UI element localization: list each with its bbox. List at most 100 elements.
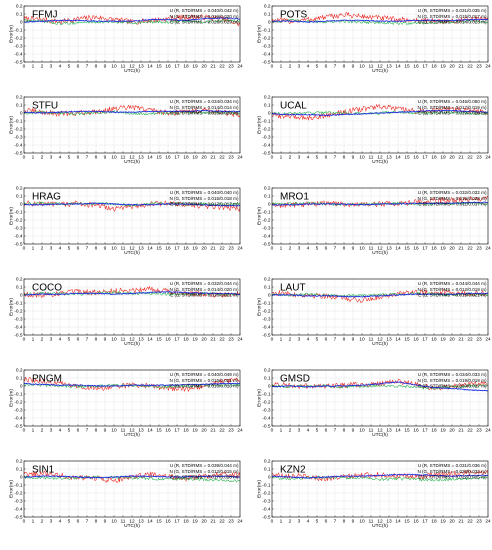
x-tick-label: 11 bbox=[369, 336, 374, 342]
x-tick-label: 2 bbox=[289, 245, 292, 251]
series-n-line bbox=[271, 475, 489, 482]
stats-text: N (G, STD/RMS = 0.019/0.020 m) bbox=[169, 14, 239, 19]
y-tick-label: 0.1 bbox=[264, 467, 271, 473]
stats-text: N (G, STD/RMS = 0.012/0.019 m) bbox=[417, 287, 487, 292]
y-tick-label: 0.1 bbox=[264, 285, 271, 291]
y-tick-label: -0.5 bbox=[14, 424, 23, 430]
y-tick-label: 0 bbox=[20, 475, 23, 481]
y-tick-label: 0.1 bbox=[264, 194, 271, 200]
x-tick-label: 22 bbox=[467, 154, 473, 160]
x-tick-label: 13 bbox=[138, 245, 144, 251]
x-tick-label: 17 bbox=[422, 427, 428, 433]
series-u-line bbox=[271, 289, 489, 303]
x-tick-label: 19 bbox=[192, 154, 198, 160]
x-tick-label: 2 bbox=[41, 336, 44, 342]
x-tick-label: 4 bbox=[307, 427, 310, 433]
x-tick-label: 13 bbox=[138, 336, 144, 342]
x-tick-label: 15 bbox=[156, 154, 162, 160]
x-tick-label: 16 bbox=[165, 245, 171, 251]
x-tick-label: 21 bbox=[458, 63, 464, 69]
y-tick-label: 0 bbox=[268, 384, 271, 390]
y-tick-label: 0.2 bbox=[16, 95, 23, 101]
x-tick-label: 17 bbox=[422, 63, 428, 69]
x-tick-label: 9 bbox=[352, 427, 355, 433]
x-tick-label: 21 bbox=[458, 427, 464, 433]
station-name: POTS bbox=[280, 10, 308, 21]
stats-text: N (G, STD/RMS = 0.026/0.032 m) bbox=[417, 469, 487, 474]
x-tick-label: 24 bbox=[237, 154, 243, 160]
x-tick-label: 18 bbox=[431, 336, 437, 342]
y-tick-label: -0.5 bbox=[14, 515, 23, 521]
y-axis-label: Error(m) bbox=[257, 25, 263, 43]
x-tick-label: 6 bbox=[325, 245, 328, 251]
x-tick-label: 0 bbox=[271, 154, 274, 160]
panel-ffmj: 0 1 2 3 4 5 6 7 8 9 10 11 12 13 14 15 16 17 18 19 20 21 22 23 24… bbox=[9, 4, 243, 75]
x-tick-label: 11 bbox=[369, 518, 374, 524]
x-tick-label: 23 bbox=[476, 518, 482, 524]
x-tick-label: 19 bbox=[440, 63, 446, 69]
stats-text: N (G, STD/RMS = 0.015/0.028 m) bbox=[417, 196, 487, 201]
x-tick-label: 2 bbox=[289, 154, 292, 160]
station-name: MRO1 bbox=[280, 192, 309, 203]
x-tick-label: 17 bbox=[174, 427, 180, 433]
x-tick-label: 6 bbox=[325, 154, 328, 160]
x-tick-label: 18 bbox=[183, 245, 189, 251]
stats-text: U (R, STD/RMS = 0.040/0.049 m) bbox=[170, 372, 239, 377]
y-tick-label: -0.5 bbox=[262, 424, 271, 430]
station-name: LAUT bbox=[280, 283, 306, 294]
x-tick-label: 3 bbox=[50, 154, 53, 160]
x-tick-label: 9 bbox=[104, 245, 107, 251]
x-tick-label: 4 bbox=[307, 154, 310, 160]
x-tick-label: 7 bbox=[86, 427, 89, 433]
y-tick-label: -0.1 bbox=[262, 392, 271, 398]
x-tick-label: 8 bbox=[343, 63, 346, 69]
stats-text: E (B, STD/RMS = 0.018/0.021 m) bbox=[170, 292, 239, 297]
x-tick-label: 16 bbox=[413, 336, 419, 342]
x-tick-label: 7 bbox=[86, 63, 89, 69]
x-tick-label: 17 bbox=[174, 336, 180, 342]
x-tick-label: 2 bbox=[41, 154, 44, 160]
x-tick-label: 15 bbox=[404, 245, 410, 251]
x-axis-label: UTC(h) bbox=[372, 432, 388, 438]
y-tick-label: -0.5 bbox=[14, 60, 23, 66]
x-tick-label: 19 bbox=[192, 63, 198, 69]
x-tick-label: 5 bbox=[68, 427, 71, 433]
series-e-line bbox=[271, 473, 489, 479]
x-tick-label: 17 bbox=[174, 245, 180, 251]
x-tick-label: 1 bbox=[280, 518, 283, 524]
panel-coco: 0 1 2 3 4 5 6 7 8 9 10 11 12 13 14 15 16 17 18 19 20 21 22 23 24… bbox=[9, 277, 243, 348]
x-tick-label: 13 bbox=[138, 427, 144, 433]
x-tick-label: 13 bbox=[386, 245, 392, 251]
x-tick-label: 14 bbox=[395, 154, 401, 160]
x-tick-label: 16 bbox=[413, 245, 419, 251]
x-tick-label: 2 bbox=[41, 427, 44, 433]
y-tick-label: -0.4 bbox=[14, 325, 23, 331]
x-tick-label: 9 bbox=[352, 336, 355, 342]
x-tick-label: 21 bbox=[458, 336, 464, 342]
y-tick-label: -0.2 bbox=[14, 36, 23, 42]
x-tick-label: 0 bbox=[271, 63, 274, 69]
x-tick-label: 5 bbox=[68, 245, 71, 251]
x-axis-label: UTC(h) bbox=[372, 68, 388, 74]
y-tick-label: -0.1 bbox=[14, 119, 23, 125]
x-tick-label: 7 bbox=[334, 63, 337, 69]
y-tick-label: -0.3 bbox=[262, 44, 271, 50]
series-e-line bbox=[271, 109, 489, 117]
x-tick-label: 9 bbox=[352, 63, 355, 69]
x-tick-label: 8 bbox=[343, 154, 346, 160]
x-tick-label: 19 bbox=[440, 245, 446, 251]
y-tick-label: -0.2 bbox=[262, 218, 271, 224]
x-tick-label: 24 bbox=[485, 245, 491, 251]
x-tick-label: 12 bbox=[129, 245, 135, 251]
x-tick-label: 23 bbox=[476, 427, 482, 433]
x-tick-label: 14 bbox=[395, 245, 401, 251]
y-tick-label: -0.3 bbox=[14, 226, 23, 232]
y-tick-label: 0.1 bbox=[16, 12, 23, 18]
x-tick-label: 24 bbox=[237, 427, 243, 433]
x-tick-label: 11 bbox=[369, 63, 374, 69]
x-tick-label: 19 bbox=[440, 154, 446, 160]
x-tick-label: 19 bbox=[440, 336, 446, 342]
y-tick-label: -0.2 bbox=[262, 400, 271, 406]
x-tick-label: 15 bbox=[156, 336, 162, 342]
x-tick-label: 11 bbox=[369, 245, 374, 251]
